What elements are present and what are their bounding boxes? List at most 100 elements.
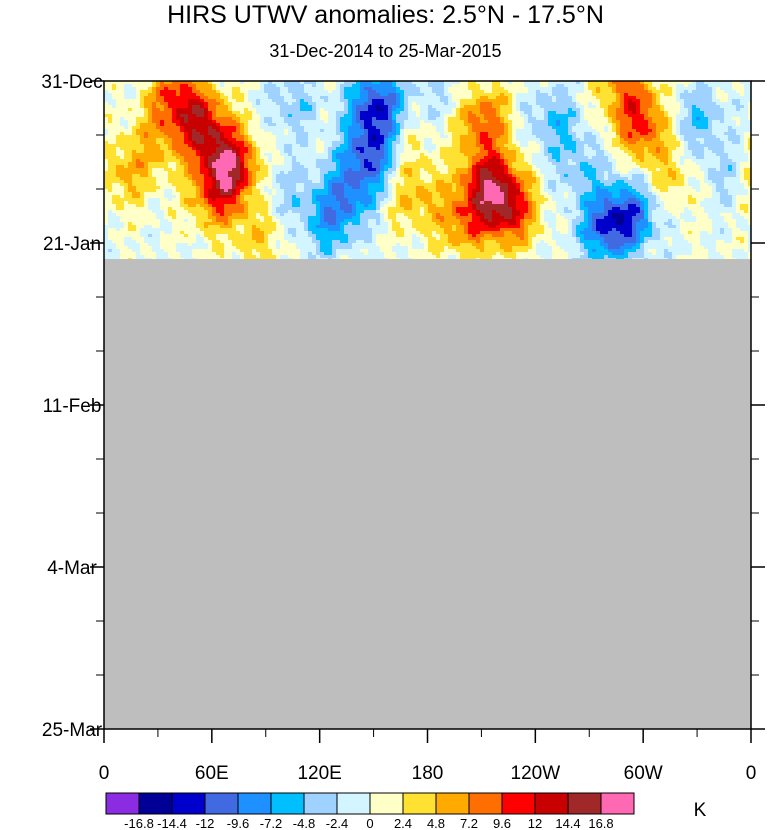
- heatmap-cell: [196, 87, 201, 91]
- heatmap-cell: [512, 165, 517, 169]
- heatmap-cell: [672, 114, 677, 118]
- heatmap-cell: [248, 138, 253, 142]
- heatmap-cell: [560, 132, 565, 136]
- heatmap-cell: [704, 108, 709, 112]
- heatmap-cell: [448, 81, 453, 85]
- heatmap-cell: [264, 150, 269, 154]
- heatmap-cell: [288, 165, 293, 169]
- heatmap-cell: [116, 165, 121, 169]
- heatmap-cell: [448, 123, 453, 127]
- heatmap-cell: [644, 150, 649, 154]
- heatmap-cell: [572, 171, 577, 175]
- heatmap-cell: [136, 93, 141, 97]
- heatmap-cell: [168, 117, 173, 121]
- heatmap-cell: [300, 129, 305, 133]
- heatmap-cell: [736, 93, 741, 97]
- heatmap-cell: [508, 87, 513, 91]
- heatmap-cell: [380, 117, 385, 121]
- heatmap-cell: [216, 111, 221, 115]
- heatmap-cell: [396, 84, 401, 88]
- heatmap-cell: [352, 162, 357, 166]
- heatmap-cell: [224, 138, 229, 142]
- heatmap-cell: [340, 99, 345, 103]
- heatmap-cell: [260, 147, 265, 151]
- heatmap-cell: [536, 108, 541, 112]
- heatmap-cell: [456, 117, 461, 121]
- heatmap-cell: [692, 120, 697, 124]
- heatmap-cell: [496, 120, 501, 124]
- heatmap-cell: [736, 153, 741, 157]
- heatmap-cell: [664, 120, 669, 124]
- heatmap-cell: [688, 120, 693, 124]
- heatmap-cell: [512, 102, 517, 106]
- heatmap-cell: [292, 135, 297, 139]
- heatmap-cell: [184, 93, 189, 97]
- heatmap-cell: [424, 81, 429, 85]
- heatmap-cell: [284, 147, 289, 151]
- heatmap-cell: [136, 96, 141, 100]
- heatmap-cell: [700, 99, 705, 103]
- heatmap-cell: [136, 156, 141, 160]
- heatmap-cell: [240, 135, 245, 139]
- heatmap-cell: [516, 87, 521, 91]
- heatmap-cell: [368, 84, 373, 88]
- heatmap-cell: [424, 129, 429, 133]
- heatmap-cell: [320, 123, 325, 127]
- heatmap-cell: [368, 138, 373, 142]
- heatmap-cell: [420, 129, 425, 133]
- heatmap-cell: [716, 93, 721, 97]
- heatmap-cell: [564, 141, 569, 145]
- heatmap-cell: [348, 99, 353, 103]
- heatmap-cell: [240, 129, 245, 133]
- heatmap-cell: [688, 84, 693, 88]
- heatmap-cell: [424, 93, 429, 97]
- heatmap-cell: [176, 150, 181, 154]
- heatmap-cell: [700, 162, 705, 166]
- heatmap-cell: [704, 156, 709, 160]
- heatmap-cell: [232, 114, 237, 118]
- heatmap-cell: [120, 168, 125, 172]
- heatmap-cell: [588, 93, 593, 97]
- heatmap-cell: [612, 102, 617, 106]
- heatmap-cell: [308, 129, 313, 133]
- heatmap-cell: [516, 84, 521, 88]
- heatmap-cell: [676, 105, 681, 109]
- heatmap-cell: [300, 132, 305, 136]
- heatmap-cell: [196, 153, 201, 157]
- heatmap-cell: [104, 117, 109, 121]
- heatmap-cell: [476, 90, 481, 94]
- heatmap-cell: [216, 162, 221, 166]
- heatmap-cell: [424, 162, 429, 166]
- heatmap-cell: [484, 132, 489, 136]
- heatmap-cell: [612, 168, 617, 172]
- heatmap-cell: [308, 96, 313, 100]
- heatmap-cell: [320, 114, 325, 118]
- heatmap-cell: [240, 144, 245, 148]
- heatmap-cell: [312, 93, 317, 97]
- heatmap-cell: [684, 84, 689, 88]
- heatmap-cell: [424, 120, 429, 124]
- heatmap-cell: [164, 117, 169, 121]
- heatmap-cell: [276, 84, 281, 88]
- heatmap-cell: [224, 150, 229, 154]
- heatmap-cell: [192, 141, 197, 145]
- heatmap-cell: [488, 132, 493, 136]
- heatmap-cell: [352, 168, 357, 172]
- heatmap-cell: [532, 135, 537, 139]
- heatmap-cell: [396, 111, 401, 115]
- heatmap-cell: [600, 156, 605, 160]
- heatmap-cell: [552, 129, 557, 133]
- chart-subtitle: 31-Dec-2014 to 25-Mar-2015: [269, 41, 502, 61]
- heatmap-cell: [356, 114, 361, 118]
- heatmap-cell: [320, 153, 325, 157]
- heatmap-cell: [600, 102, 605, 106]
- heatmap-cell: [180, 90, 185, 94]
- heatmap-cell: [324, 147, 329, 151]
- heatmap-cell: [664, 84, 669, 88]
- heatmap-cell: [176, 141, 181, 145]
- heatmap-cell: [544, 138, 549, 142]
- heatmap-cell: [676, 93, 681, 97]
- heatmap-cell: [104, 159, 109, 163]
- heatmap-cell: [340, 117, 345, 121]
- heatmap-cell: [232, 168, 237, 172]
